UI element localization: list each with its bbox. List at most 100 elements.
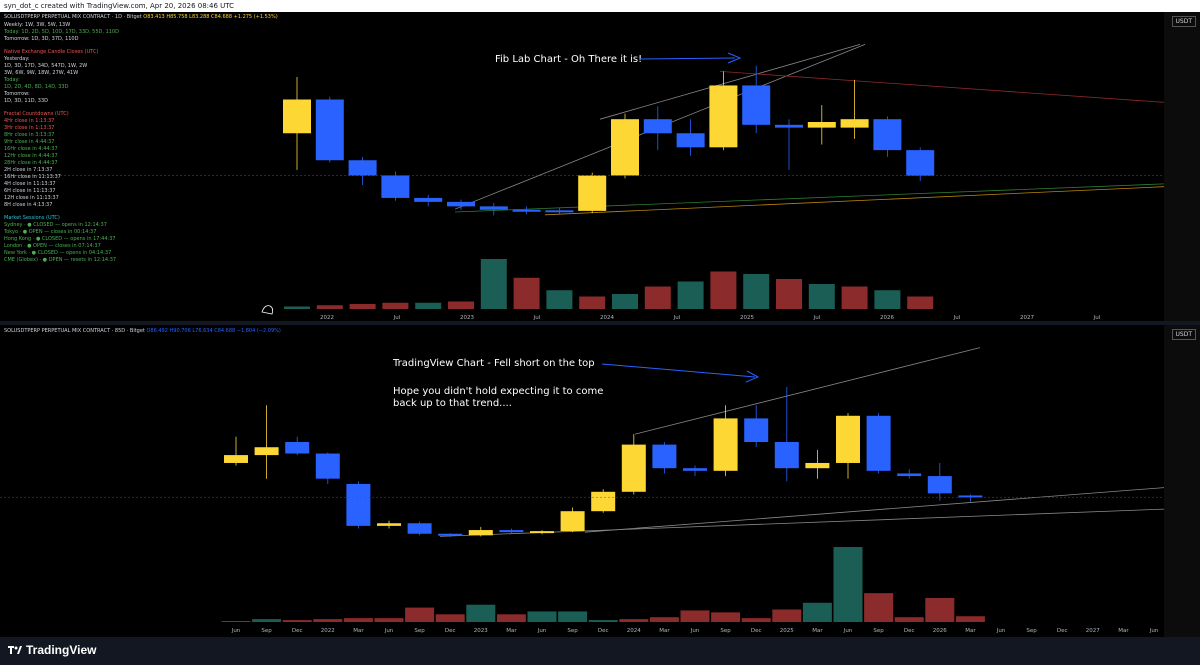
candle-body[interactable] — [447, 201, 475, 207]
x-tick-label: Dec — [904, 628, 915, 634]
candle-body[interactable] — [836, 415, 860, 463]
trend-line — [544, 186, 1165, 216]
x-tick-label: Sep — [873, 628, 884, 634]
pane1-price-axis[interactable]: USDT — [1164, 12, 1200, 321]
candle-body[interactable] — [407, 523, 432, 534]
candle-body[interactable] — [840, 119, 869, 128]
candle-body[interactable] — [775, 124, 803, 128]
tradingview-logo-icon — [8, 646, 22, 654]
x-tick-label: Dec — [598, 628, 609, 634]
annotation-arrow — [601, 363, 756, 378]
candle-body[interactable] — [744, 418, 769, 442]
created-text: syn_dot_c created with TradingView.com, … — [4, 2, 235, 10]
volume-bar — [743, 274, 770, 309]
x-tick-label: Mar — [659, 628, 670, 634]
volume-bar — [221, 621, 251, 622]
volume-bar — [546, 290, 573, 309]
fib-lab-chart-svg[interactable]: 320.00280.00240.00200.00160.00120.0080.0… — [0, 12, 1200, 321]
volume-bar — [741, 618, 771, 622]
candle-body[interactable] — [591, 491, 616, 512]
volume-bar — [680, 610, 710, 622]
candle-body[interactable] — [224, 455, 248, 463]
x-tick-label: Dec — [445, 628, 456, 634]
candle-body[interactable] — [578, 175, 607, 211]
volume-bar — [802, 602, 832, 622]
x-tick-label: 2022 — [321, 628, 335, 634]
x-tick-label: 2024 — [600, 315, 614, 321]
pane2-symbol: SOLUSDTPERP PERPETUAL MIX CONTRACT · 85D… — [4, 328, 145, 334]
trend-line — [719, 70, 1165, 103]
volume-bar — [579, 296, 606, 309]
candle-body[interactable] — [468, 530, 493, 536]
volume-bar — [405, 607, 435, 622]
candle-body[interactable] — [805, 462, 830, 469]
candle-body[interactable] — [643, 119, 672, 134]
x-tick-label: 2026 — [880, 315, 894, 321]
chart-pane-fib-lab[interactable]: 320.00280.00240.00200.00160.00120.0080.0… — [0, 12, 1200, 321]
candle-body[interactable] — [438, 533, 463, 536]
candle-body[interactable] — [315, 99, 344, 161]
trend-line — [599, 43, 861, 120]
volume-bar — [907, 296, 934, 309]
candle-body[interactable] — [866, 415, 891, 471]
tradingview-logo[interactable]: TradingView — [8, 643, 96, 657]
volume-bar — [343, 618, 373, 622]
candle-body[interactable] — [499, 530, 524, 533]
pane1-currency-button[interactable]: USDT — [1171, 16, 1196, 27]
candle-body[interactable] — [897, 473, 922, 477]
candle-body[interactable] — [611, 119, 639, 176]
candle-body[interactable] — [873, 119, 902, 151]
candle-body[interactable] — [377, 523, 401, 526]
volume-bar — [415, 302, 442, 309]
chart-pane-tradingview[interactable]: 360.00320.00280.00240.00200.00160.00120.… — [0, 325, 1200, 637]
candle-body[interactable] — [346, 483, 371, 526]
x-tick-label: Jun — [537, 628, 547, 634]
candle-body[interactable] — [774, 441, 799, 469]
tradingview-chart-svg[interactable]: 360.00320.00280.00240.00200.00160.00120.… — [0, 325, 1200, 637]
candle-body[interactable] — [414, 197, 443, 202]
legend-line: 3W, 6W, 9W, 18W, 27W, 41W — [4, 70, 79, 76]
volume-bar — [841, 286, 868, 309]
candle-body[interactable] — [348, 160, 377, 176]
volume-bar — [496, 614, 526, 622]
candle-body[interactable] — [254, 447, 279, 456]
candle-body[interactable] — [713, 418, 738, 471]
volume-bar — [349, 304, 376, 309]
pane2-price-axis[interactable]: USDT — [1164, 325, 1200, 637]
x-tick-label: Mar — [353, 628, 364, 634]
candle-body[interactable] — [283, 99, 311, 134]
legend-line: Hong Kong · ● CLOSED — opens in 17:44:37 — [4, 236, 116, 242]
volume-bar — [619, 619, 649, 622]
candle-body[interactable] — [545, 210, 574, 213]
candle-body[interactable] — [742, 85, 771, 125]
x-tick-label: 2024 — [627, 628, 641, 634]
candle-body[interactable] — [927, 476, 952, 494]
candle-body[interactable] — [709, 85, 738, 148]
pane1-indicator-legend: Weekly: 1W, 3W, 5W, 13W Today: 1D, 2D, 5D… — [4, 22, 119, 264]
legend-line: New York · ● CLOSED — opens in 04:14:37 — [4, 250, 112, 256]
candle-body[interactable] — [807, 122, 836, 128]
candle-body[interactable] — [479, 206, 508, 210]
candle-body[interactable] — [958, 495, 983, 498]
candle-body[interactable] — [512, 209, 541, 212]
legend-line: 1D, 2D, 4D, 8D, 14D, 33D — [4, 84, 69, 90]
x-tick-label: 2025 — [780, 628, 794, 634]
legend-line: 8H close in 4:13:37 — [4, 202, 53, 208]
candle-body[interactable] — [285, 441, 310, 454]
candle-body[interactable] — [530, 531, 554, 534]
volume-bar — [808, 284, 835, 309]
pane-divider[interactable] — [0, 321, 1200, 325]
x-tick-label: Jun — [996, 628, 1006, 634]
candle-body[interactable] — [381, 175, 410, 198]
candle-body[interactable] — [906, 150, 935, 176]
legend-line: Sydney · ● CLOSED — opens in 12:14:37 — [4, 222, 107, 228]
candle-body[interactable] — [683, 468, 707, 471]
x-tick-label: 2023 — [460, 315, 474, 321]
pane2-currency-button[interactable]: USDT — [1171, 329, 1196, 340]
candle-body[interactable] — [621, 444, 646, 492]
volume-bar — [644, 286, 671, 309]
candle-body[interactable] — [560, 511, 585, 532]
candle-body[interactable] — [315, 453, 340, 479]
candle-body[interactable] — [652, 444, 677, 469]
candle-body[interactable] — [676, 133, 705, 148]
